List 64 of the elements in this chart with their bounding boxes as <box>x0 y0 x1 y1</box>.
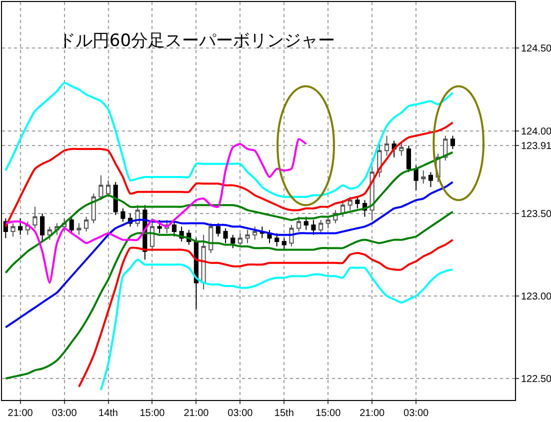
x-tick-label: 21:00 <box>360 408 386 419</box>
x-tick-label: 03:00 <box>404 408 430 419</box>
candlestick <box>98 174 104 201</box>
text: ドル円60分足スーパーボリンジャー <box>58 31 336 52</box>
candlestick <box>414 164 418 191</box>
candlestick <box>348 196 352 211</box>
candlestick <box>18 218 23 236</box>
y-tick-label: 123.50 <box>521 208 551 220</box>
candlestick <box>318 219 324 234</box>
candlestick <box>326 216 330 229</box>
candlestick <box>150 221 155 252</box>
x-tick-label: 15:00 <box>316 408 342 419</box>
candlestick <box>47 226 52 240</box>
candlestick <box>230 234 236 249</box>
x-tick-label: 15th <box>274 408 294 419</box>
candlestick <box>311 219 316 236</box>
candlestick <box>304 216 308 230</box>
candlestick <box>238 232 242 247</box>
candlestick <box>91 193 96 224</box>
y-tick-label: 122.50 <box>521 374 551 386</box>
candlestick <box>399 142 404 156</box>
line-series <box>4 210 454 380</box>
candlestick <box>355 196 360 209</box>
candlestick <box>245 229 250 244</box>
candlestick <box>172 221 177 238</box>
y-tick-label: 124.00 <box>521 126 551 138</box>
candlestick <box>216 222 220 238</box>
line-series <box>4 138 308 284</box>
candlestick <box>157 219 162 234</box>
candlestick <box>282 238 286 250</box>
candlestick <box>406 145 412 173</box>
line-series <box>4 151 454 274</box>
y-tick-label: 123.00 <box>521 291 551 302</box>
line-series <box>4 181 454 328</box>
line-series <box>4 82 454 198</box>
y-tick-label: 124.50 <box>521 44 551 55</box>
candlestick <box>428 172 434 188</box>
candlestick <box>421 170 426 184</box>
x-tick-label: 14th <box>98 408 118 419</box>
candlestick <box>84 216 89 232</box>
line-series <box>4 122 454 228</box>
line-series <box>78 238 454 388</box>
line-series <box>100 258 454 392</box>
candlestick <box>450 135 455 150</box>
candlestick <box>32 206 38 229</box>
x-tick-label: 03:00 <box>52 408 78 419</box>
candlestick <box>120 208 126 222</box>
y-tick-label: 123.91 <box>521 141 551 152</box>
candlestick <box>76 222 82 236</box>
candlestick <box>106 180 111 198</box>
x-tick-label: 21:00 <box>184 408 210 419</box>
candlestick <box>223 228 228 244</box>
candlestick <box>201 234 206 290</box>
candlestick <box>252 226 258 240</box>
candlestick <box>10 222 16 238</box>
x-tick-label: 15:00 <box>140 408 166 419</box>
x-tick-label: 21:00 <box>8 408 34 419</box>
x-tick-label: 03:00 <box>228 408 254 419</box>
candlestick <box>274 232 280 247</box>
candlestick <box>40 212 45 242</box>
candlestick <box>384 135 390 156</box>
candlestick <box>113 182 118 216</box>
candlestick <box>69 216 74 234</box>
candlestick <box>296 216 302 232</box>
